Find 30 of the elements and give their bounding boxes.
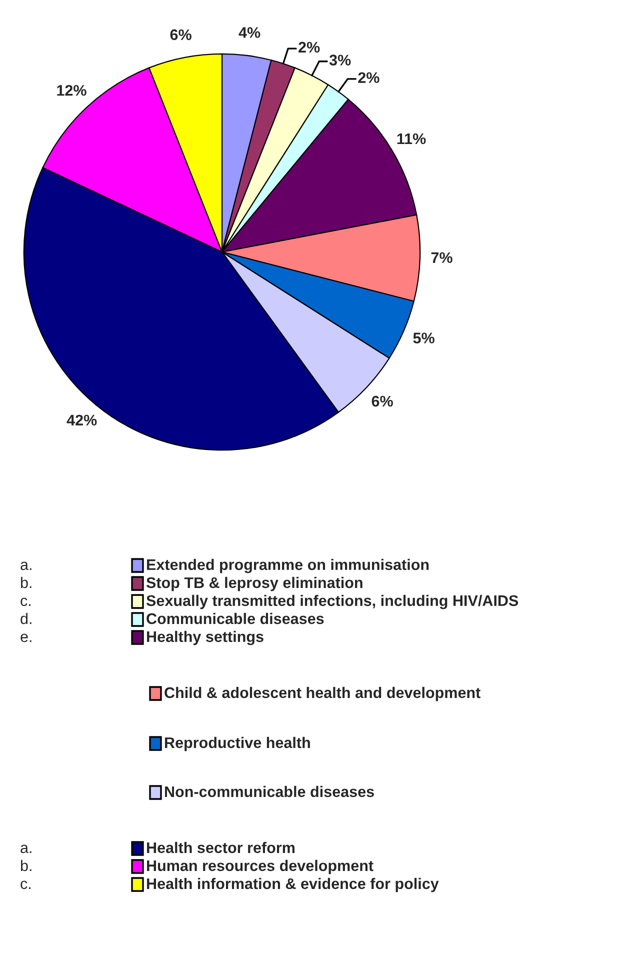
legend-label: Stop TB & leprosy elimination xyxy=(146,576,362,592)
legend-label: Reproductive health xyxy=(165,736,310,752)
text: e. xyxy=(20,634,32,642)
legend-label: Sexually transmitted infections, including HIV/AIDS xyxy=(146,594,518,610)
data-label: 5% xyxy=(413,332,434,344)
data-label: 2% xyxy=(298,42,320,53)
legend-label: Healthy settings xyxy=(147,630,264,646)
text: a. xyxy=(20,844,32,854)
legend-label: Human resources development xyxy=(147,860,374,874)
text: b. xyxy=(20,576,32,588)
text: a. xyxy=(20,562,32,570)
legend-label: Non-communicable diseases xyxy=(165,786,374,798)
data-label: 42% xyxy=(66,414,97,426)
text: b. xyxy=(20,860,32,872)
data-label: 7% xyxy=(431,252,452,263)
data-label: 3% xyxy=(329,54,351,66)
legend-label: Health information & evidence for policy xyxy=(147,878,439,892)
data-label: 6% xyxy=(170,29,192,40)
data-label: 4% xyxy=(238,27,260,38)
legend-label: Child & adolescent health and development xyxy=(164,686,480,702)
legend-label: Health sector reform xyxy=(147,842,294,854)
text: c. xyxy=(20,880,30,890)
legend-label: Extended programme on immunisation xyxy=(147,558,429,574)
data-label: 12% xyxy=(57,84,86,96)
legend-label: Communicable diseases xyxy=(146,612,324,624)
text: c. xyxy=(20,598,30,606)
data-label: 11% xyxy=(397,133,426,144)
data-label: 6% xyxy=(372,396,393,407)
text: d. xyxy=(20,612,32,624)
data-label: 2% xyxy=(358,72,380,83)
